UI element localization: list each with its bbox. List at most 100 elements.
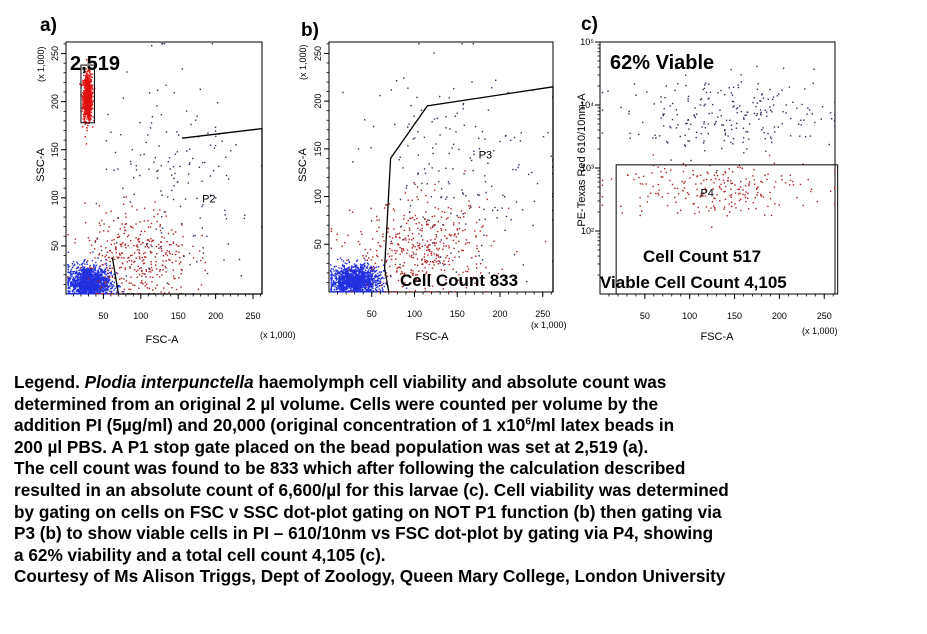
data-point bbox=[72, 271, 74, 273]
data-point bbox=[89, 96, 91, 99]
data-point bbox=[368, 278, 370, 280]
data-point bbox=[359, 289, 362, 291]
data-point bbox=[403, 262, 406, 264]
data-point bbox=[148, 287, 151, 290]
data-point bbox=[89, 290, 91, 292]
data-point bbox=[89, 94, 92, 96]
data-point bbox=[91, 85, 94, 87]
data-point bbox=[92, 270, 94, 272]
data-point bbox=[111, 286, 113, 288]
data-point bbox=[366, 278, 369, 280]
data-point bbox=[82, 106, 84, 108]
data-point bbox=[411, 216, 414, 219]
data-point bbox=[115, 246, 117, 248]
data-point bbox=[178, 134, 180, 136]
data-point bbox=[406, 249, 409, 251]
data-point bbox=[84, 259, 86, 261]
data-point bbox=[110, 293, 112, 295]
data-point bbox=[227, 243, 230, 245]
data-point bbox=[464, 212, 466, 214]
data-point bbox=[81, 289, 83, 291]
data-point bbox=[427, 254, 429, 256]
data-point bbox=[172, 242, 174, 244]
data-point bbox=[175, 250, 177, 253]
data-point bbox=[75, 276, 77, 278]
data-point bbox=[181, 269, 183, 271]
data-point bbox=[426, 260, 429, 263]
data-point bbox=[352, 286, 355, 288]
data-point bbox=[462, 193, 465, 195]
data-point bbox=[95, 291, 97, 294]
data-point bbox=[73, 287, 75, 289]
data-point bbox=[341, 287, 343, 289]
data-point bbox=[356, 286, 358, 288]
data-point bbox=[357, 287, 359, 290]
data-point bbox=[378, 266, 380, 268]
data-point bbox=[412, 245, 415, 247]
panel-b-label: b) bbox=[301, 20, 319, 41]
data-point bbox=[95, 273, 98, 275]
data-point bbox=[109, 261, 111, 263]
data-point bbox=[366, 259, 369, 261]
data-point bbox=[172, 233, 175, 235]
data-point bbox=[162, 260, 164, 262]
data-point bbox=[410, 271, 412, 274]
data-point bbox=[355, 291, 357, 293]
data-point bbox=[165, 271, 167, 273]
data-point bbox=[339, 287, 341, 289]
data-point bbox=[137, 238, 140, 240]
data-point bbox=[409, 217, 411, 220]
data-point bbox=[90, 293, 92, 295]
data-point bbox=[171, 286, 173, 289]
data-point bbox=[87, 273, 89, 276]
data-point bbox=[398, 244, 400, 246]
data-point bbox=[88, 69, 90, 72]
data-point bbox=[154, 157, 156, 159]
data-point bbox=[79, 276, 81, 279]
data-point bbox=[94, 282, 96, 284]
data-point bbox=[90, 73, 92, 75]
data-point bbox=[330, 279, 333, 282]
data-point bbox=[422, 216, 424, 218]
data-point bbox=[87, 277, 90, 280]
data-point bbox=[345, 291, 348, 293]
data-point bbox=[82, 289, 85, 292]
data-point bbox=[77, 292, 80, 295]
data-point bbox=[109, 275, 111, 277]
data-point bbox=[360, 271, 362, 273]
data-point bbox=[457, 279, 460, 281]
data-point bbox=[110, 272, 112, 274]
data-point bbox=[76, 288, 79, 291]
data-point bbox=[352, 273, 354, 275]
data-point bbox=[94, 269, 97, 271]
data-point bbox=[369, 267, 371, 270]
data-point bbox=[102, 285, 105, 287]
data-point bbox=[80, 282, 82, 285]
data-point bbox=[109, 249, 111, 252]
data-point bbox=[346, 284, 349, 287]
data-point bbox=[83, 115, 85, 118]
data-point bbox=[90, 287, 92, 290]
data-point bbox=[94, 281, 96, 283]
data-point bbox=[88, 94, 90, 96]
data-point bbox=[83, 107, 85, 110]
data-point bbox=[432, 261, 435, 264]
data-point bbox=[97, 284, 100, 287]
data-point bbox=[97, 283, 99, 285]
data-point bbox=[378, 219, 380, 221]
data-point bbox=[107, 230, 109, 233]
data-point bbox=[82, 293, 84, 295]
data-point bbox=[356, 270, 358, 272]
data-point bbox=[72, 265, 74, 267]
data-point bbox=[105, 168, 108, 170]
data-point bbox=[139, 258, 141, 260]
data-point bbox=[83, 106, 86, 108]
data-point bbox=[469, 204, 472, 207]
data-point bbox=[356, 267, 358, 269]
data-point bbox=[90, 89, 92, 91]
data-point bbox=[356, 283, 358, 285]
data-point bbox=[95, 284, 97, 286]
data-point bbox=[369, 285, 371, 288]
data-point bbox=[453, 247, 455, 250]
data-point bbox=[99, 285, 101, 287]
